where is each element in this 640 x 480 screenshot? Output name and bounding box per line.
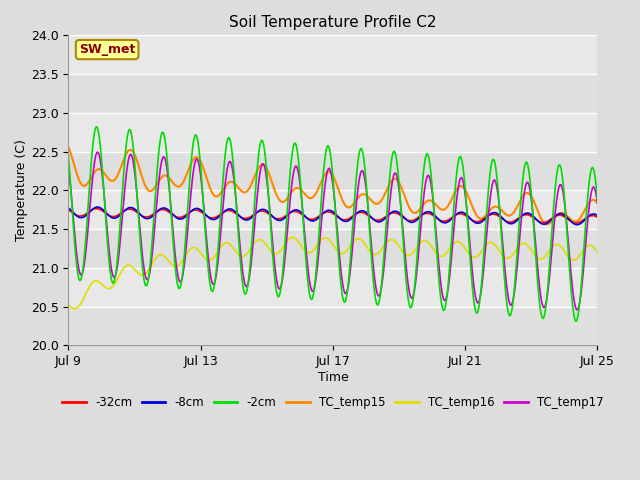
-32cm	[560, 214, 568, 219]
Line: -8cm: -8cm	[68, 207, 597, 225]
-2cm	[159, 130, 167, 136]
TC_temp15	[593, 200, 601, 206]
TC_temp15	[65, 144, 72, 150]
-2cm	[74, 273, 82, 279]
Line: TC_temp16: TC_temp16	[68, 238, 597, 309]
TC_temp17	[593, 200, 601, 206]
-2cm	[593, 196, 601, 202]
TC_temp16	[560, 248, 568, 253]
TC_temp17	[74, 264, 82, 269]
TC_temp16	[75, 304, 83, 310]
-2cm	[429, 198, 437, 204]
TC_temp15	[74, 175, 82, 181]
Bar	[68, 229, 597, 268]
TC_temp15	[429, 199, 436, 205]
Line: -32cm: -32cm	[68, 209, 597, 223]
-32cm	[572, 220, 580, 226]
Y-axis label: Temperature (C): Temperature (C)	[15, 139, 28, 241]
TC_temp17	[560, 193, 568, 199]
-32cm	[159, 207, 167, 213]
TC_temp17	[573, 307, 581, 312]
TC_temp17	[429, 199, 437, 205]
TC_temp16	[336, 250, 344, 256]
-8cm	[93, 204, 101, 210]
-8cm	[74, 214, 82, 220]
TC_temp16	[593, 249, 601, 255]
-2cm	[560, 186, 568, 192]
TC_temp16	[305, 250, 312, 255]
Line: TC_temp15: TC_temp15	[68, 147, 597, 224]
TC_temp17	[93, 149, 101, 155]
-2cm	[572, 318, 580, 324]
-8cm	[560, 212, 568, 217]
-32cm	[335, 215, 343, 221]
-32cm	[93, 206, 100, 212]
TC_temp15	[335, 188, 343, 194]
TC_temp15	[304, 194, 312, 200]
TC_temp16	[159, 252, 167, 258]
TC_temp17	[65, 163, 72, 168]
-32cm	[65, 207, 72, 213]
-8cm	[593, 213, 601, 218]
TC_temp16	[65, 303, 72, 309]
TC_temp16	[71, 306, 79, 312]
-8cm	[429, 211, 437, 217]
TC_temp15	[159, 173, 167, 179]
Title: Soil Temperature Profile C2: Soil Temperature Profile C2	[229, 15, 436, 30]
TC_temp16	[289, 235, 296, 240]
X-axis label: Time: Time	[317, 371, 348, 384]
TC_temp15	[543, 221, 551, 227]
Line: -2cm: -2cm	[68, 127, 597, 321]
TC_temp17	[159, 154, 167, 160]
-2cm	[335, 264, 343, 270]
-8cm	[65, 205, 72, 211]
-32cm	[74, 213, 82, 219]
-2cm	[304, 279, 312, 285]
Legend: -32cm, -8cm, -2cm, TC_temp15, TC_temp16, TC_temp17: -32cm, -8cm, -2cm, TC_temp15, TC_temp16,…	[57, 392, 609, 414]
Text: SW_met: SW_met	[79, 43, 135, 56]
-32cm	[593, 214, 601, 220]
TC_temp17	[304, 266, 312, 272]
-2cm	[93, 124, 100, 130]
TC_temp16	[430, 247, 438, 252]
Line: TC_temp17: TC_temp17	[68, 152, 597, 310]
Bar	[68, 307, 597, 346]
Bar	[68, 74, 597, 113]
-32cm	[304, 216, 312, 221]
TC_temp15	[560, 210, 568, 216]
-8cm	[335, 215, 343, 221]
-2cm	[65, 153, 72, 158]
-8cm	[573, 222, 581, 228]
-32cm	[429, 213, 437, 218]
TC_temp17	[335, 252, 343, 257]
Bar	[68, 152, 597, 191]
-8cm	[159, 205, 167, 211]
-8cm	[304, 216, 312, 222]
